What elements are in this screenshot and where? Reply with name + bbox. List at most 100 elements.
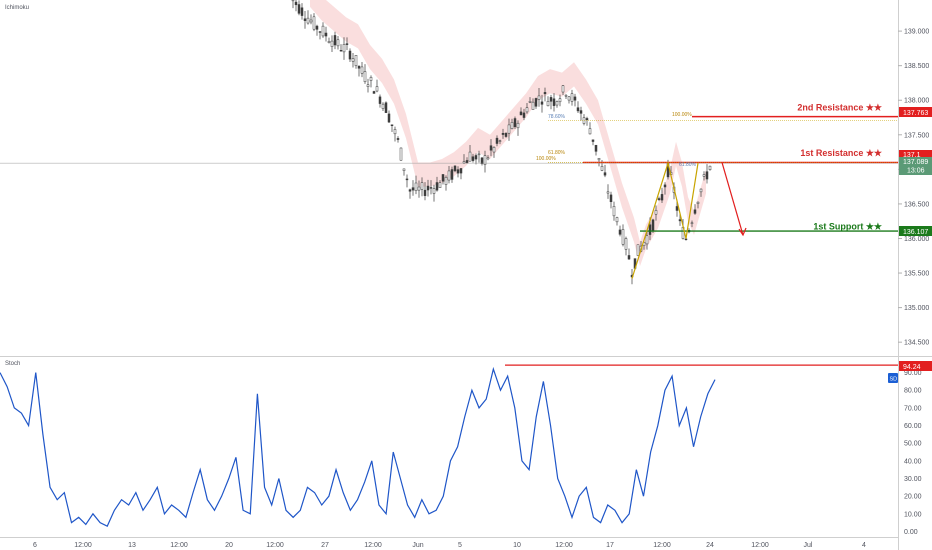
candle-body	[573, 96, 577, 101]
candle-body	[414, 182, 418, 191]
candle-body	[534, 98, 538, 107]
candle-body	[432, 188, 436, 194]
res1-price-text: 137.1	[903, 152, 921, 159]
candle-body	[663, 184, 667, 188]
candle-body	[375, 86, 379, 92]
candle-body	[549, 97, 553, 102]
candle-body	[708, 165, 712, 170]
fib-mid-label: 61.80%	[679, 162, 697, 168]
levels	[0, 115, 898, 232]
stoch-panel-label: Stoch	[5, 361, 20, 367]
candle-body	[570, 93, 574, 102]
candle-body	[495, 137, 499, 144]
stoch-tick-label: 10.00	[904, 511, 922, 518]
candle-body	[606, 191, 610, 194]
second-resistance-label: 2nd Resistance ★★	[797, 103, 883, 113]
candle-body	[492, 147, 496, 153]
price-tick-label: 135.000	[904, 305, 929, 312]
candle-body	[333, 35, 337, 46]
time-axis[interactable]: 6 12:00 13 12:00 20 12:00 27 12:00 Jun 5 10 12:00 17…	[33, 542, 866, 549]
candle-body	[411, 187, 415, 191]
candle-body	[660, 194, 664, 201]
projection-arrow-head	[738, 227, 747, 237]
price-panel-label: Ichimoku	[5, 5, 29, 11]
first-support-label: 1st Support ★★	[813, 222, 883, 232]
candle-body	[417, 186, 421, 191]
candle-body	[459, 168, 463, 174]
candle-body	[615, 217, 619, 223]
candle-body	[555, 101, 559, 106]
candle-body	[291, 0, 295, 2]
candle-body	[588, 128, 592, 135]
candle-body	[366, 84, 370, 87]
candle-body	[405, 178, 409, 181]
candle-body	[381, 103, 385, 109]
candle-body	[516, 122, 520, 129]
price-panel[interactable]	[0, 0, 898, 356]
candle-body	[525, 107, 529, 113]
candle-body	[537, 95, 541, 100]
candle-body	[594, 144, 598, 152]
time-tick-label: 4	[862, 542, 866, 549]
candle-body	[552, 98, 556, 106]
candle-body	[297, 4, 301, 14]
time-tick-label: 24	[706, 542, 714, 549]
time-tick-label: Jul	[804, 542, 813, 549]
time-tick-label: Jun	[412, 542, 423, 549]
candle-body	[372, 91, 376, 94]
support-price-tag	[899, 226, 932, 236]
time-tick-label: 20	[225, 542, 233, 549]
price-tick-label: 139.000	[904, 29, 929, 36]
candle-body	[618, 229, 622, 235]
stoch-signal-tag	[888, 373, 898, 383]
candle-body	[585, 118, 589, 121]
candle-body	[312, 16, 316, 30]
candle-body	[513, 118, 517, 128]
candle-body	[489, 145, 493, 151]
candle-body	[351, 58, 355, 62]
time-tick-label: 12:00	[266, 542, 284, 549]
candle-body	[342, 44, 346, 53]
candle-body	[519, 111, 523, 116]
price-tick-label: 136.000	[904, 236, 929, 243]
candle-body	[393, 129, 397, 135]
candle-body	[456, 169, 460, 174]
candle-body	[507, 124, 511, 134]
candle-body	[330, 40, 334, 47]
candle-body	[402, 168, 406, 171]
candle-body	[645, 235, 649, 245]
candle-body	[408, 189, 412, 192]
price-axis[interactable]: 134.500 135.000 135.500 136.000 136.500 137.0…	[898, 29, 929, 347]
stoch-tick-label: 20.00	[904, 494, 922, 501]
support-price-text: 136.107	[903, 229, 928, 236]
candle-body	[318, 31, 322, 33]
price-tick-label: 136.500	[904, 201, 929, 208]
fib-786-label: 78.60%	[548, 114, 566, 120]
candle-body	[603, 172, 607, 176]
candle-body	[501, 133, 505, 135]
candle-body	[294, 1, 298, 6]
candle-body	[378, 96, 382, 104]
candle-body	[465, 160, 469, 164]
candle-body	[597, 157, 601, 161]
stoch-oscillator	[0, 364, 898, 527]
candle-body	[399, 147, 403, 161]
stoch-panel[interactable]	[0, 364, 898, 527]
candle-body	[675, 206, 679, 211]
fib-618-label: 61.80%	[548, 150, 566, 156]
candle-body	[447, 170, 451, 181]
candle-body	[339, 49, 343, 52]
last-price-tag	[899, 157, 932, 175]
stoch-tick-label: 80.00	[904, 388, 922, 395]
candle-body	[300, 7, 304, 16]
fib-100-top-label: 100.00%	[672, 112, 692, 118]
stoch-axis[interactable]: 0.00 10.00 20.00 30.00 40.00 50.00 60.00 70.00 8…	[904, 370, 922, 536]
time-tick-label: 12:00	[170, 542, 188, 549]
stoch-signal-text: SD	[890, 377, 898, 383]
first-resistance-label: 1st Resistance ★★	[800, 148, 883, 158]
time-tick-label: 12:00	[653, 542, 671, 549]
candle-body	[648, 224, 652, 235]
candle-body	[441, 174, 445, 182]
candle-body	[384, 102, 388, 113]
fib-100-left-label: 100.00%	[536, 156, 556, 162]
